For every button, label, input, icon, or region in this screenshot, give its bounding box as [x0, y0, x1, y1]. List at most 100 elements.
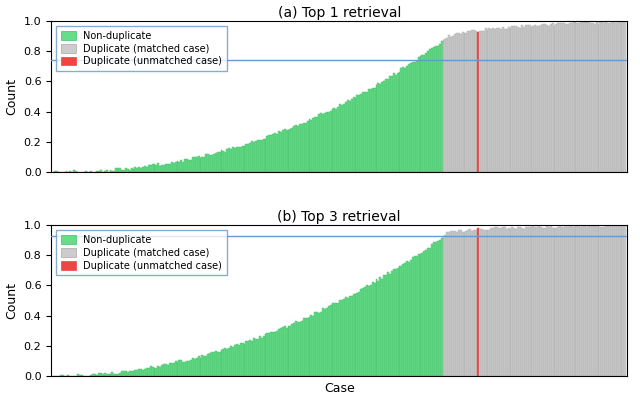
Bar: [598, 23, 600, 172]
Bar: [318, 313, 320, 376]
Bar: [374, 283, 376, 376]
Bar: [395, 74, 397, 172]
Bar: [429, 49, 431, 172]
Bar: [356, 95, 358, 172]
Bar: [596, 225, 598, 376]
Bar: [563, 227, 565, 376]
Bar: [266, 333, 268, 376]
Bar: [611, 226, 613, 376]
Bar: [305, 318, 307, 376]
Bar: [125, 168, 127, 172]
Bar: [546, 25, 548, 172]
Bar: [260, 338, 262, 376]
Bar: [401, 69, 403, 172]
Bar: [318, 114, 320, 172]
Bar: [511, 227, 513, 376]
Bar: [548, 26, 550, 172]
Bar: [353, 294, 355, 376]
Bar: [544, 228, 546, 376]
Bar: [625, 22, 627, 172]
Bar: [486, 230, 488, 376]
Bar: [456, 33, 458, 172]
Bar: [144, 166, 146, 172]
Bar: [380, 84, 381, 172]
Bar: [196, 157, 198, 172]
Bar: [291, 324, 293, 376]
Bar: [580, 227, 582, 376]
Bar: [134, 370, 136, 376]
Bar: [623, 21, 625, 172]
Bar: [182, 362, 184, 376]
Bar: [465, 33, 467, 172]
Bar: [414, 256, 416, 376]
Bar: [335, 303, 337, 376]
Bar: [604, 23, 605, 172]
Bar: [349, 296, 351, 376]
Bar: [330, 112, 332, 172]
Bar: [266, 135, 268, 172]
Bar: [389, 274, 391, 376]
Bar: [615, 23, 617, 172]
Bar: [144, 369, 146, 376]
Bar: [142, 167, 144, 172]
Bar: [284, 326, 285, 376]
Bar: [297, 322, 299, 376]
Bar: [138, 369, 140, 376]
Bar: [571, 23, 573, 172]
Bar: [498, 229, 500, 376]
Bar: [308, 317, 310, 376]
Bar: [513, 228, 515, 376]
Bar: [532, 226, 534, 376]
Bar: [215, 351, 217, 376]
Bar: [475, 230, 477, 376]
Bar: [184, 158, 186, 172]
Bar: [420, 254, 422, 376]
Bar: [403, 67, 404, 172]
Bar: [106, 170, 108, 172]
Bar: [500, 228, 502, 376]
Bar: [61, 375, 63, 376]
Bar: [165, 164, 167, 172]
Bar: [567, 24, 569, 172]
Bar: [204, 356, 205, 376]
Bar: [326, 112, 328, 172]
Bar: [619, 21, 621, 172]
Bar: [387, 273, 389, 376]
Bar: [140, 369, 142, 376]
Bar: [502, 27, 504, 172]
Y-axis label: Count: Count: [5, 282, 18, 319]
Bar: [590, 225, 592, 376]
Legend: Non-duplicate, Duplicate (matched case), Duplicate (unmatched case): Non-duplicate, Duplicate (matched case),…: [56, 26, 227, 71]
Bar: [221, 150, 223, 172]
Bar: [548, 227, 550, 376]
Bar: [284, 129, 285, 172]
Bar: [490, 29, 492, 172]
Bar: [496, 28, 498, 172]
Bar: [167, 364, 169, 376]
Bar: [138, 167, 140, 172]
Bar: [473, 230, 475, 376]
Bar: [605, 227, 607, 376]
Bar: [278, 131, 280, 172]
Bar: [280, 132, 282, 172]
Bar: [463, 33, 465, 172]
Bar: [511, 26, 513, 172]
Bar: [312, 316, 314, 376]
Bar: [205, 154, 207, 172]
Bar: [152, 367, 154, 376]
Bar: [177, 362, 179, 376]
Bar: [488, 28, 490, 172]
Bar: [554, 25, 556, 172]
Bar: [291, 127, 293, 172]
Bar: [102, 171, 104, 172]
Bar: [625, 227, 627, 376]
Bar: [529, 227, 531, 376]
Bar: [623, 226, 625, 376]
Bar: [129, 371, 131, 376]
Bar: [471, 231, 473, 376]
Bar: [506, 29, 508, 172]
Title: (a) Top 1 retrieval: (a) Top 1 retrieval: [278, 6, 401, 20]
Bar: [422, 252, 424, 376]
Bar: [561, 23, 563, 172]
Bar: [565, 24, 567, 172]
